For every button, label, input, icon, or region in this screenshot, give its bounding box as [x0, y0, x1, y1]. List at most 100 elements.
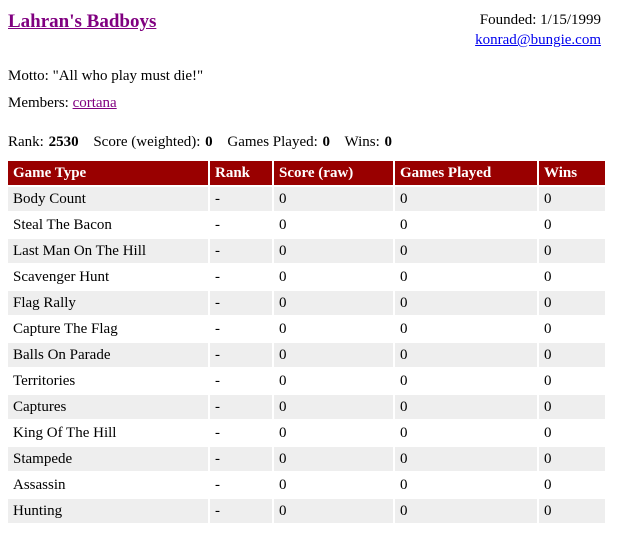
table-row: Territories - 0 0 0 [8, 368, 605, 395]
cell-games-played: 0 [394, 212, 539, 239]
cell-wins: 0 [538, 368, 605, 395]
cell-games-played: 0 [394, 264, 539, 291]
stat-value: 0 [384, 134, 393, 150]
cell-game-type: Steal The Bacon [8, 212, 210, 239]
column-header-games-played: Games Played [394, 161, 539, 187]
cell-rank: - [209, 420, 274, 447]
cell-game-type: Assassin [8, 472, 210, 499]
cell-game-type: Capture The Flag [8, 316, 210, 343]
cell-wins: 0 [538, 238, 605, 265]
cell-rank: - [209, 472, 274, 499]
table-row: Body Count - 0 0 0 [8, 186, 605, 213]
cell-game-type: Balls On Parade [8, 342, 210, 369]
member-link-cortana[interactable]: cortana [72, 95, 117, 111]
table-row: Steal The Bacon - 0 0 0 [8, 212, 605, 239]
cell-rank: - [209, 342, 274, 369]
page-header: Lahran's Badboys Founded: 1/15/1999 konr… [8, 8, 609, 50]
contact-email-link[interactable]: konrad@bungie.com [475, 32, 601, 48]
column-header-game-type: Game Type [8, 161, 210, 187]
table-row: Stampede - 0 0 0 [8, 446, 605, 473]
cell-score-raw: 0 [273, 238, 395, 265]
founded-date: Founded: 1/15/1999 [479, 12, 601, 28]
table-row: Balls On Parade - 0 0 0 [8, 342, 605, 369]
table-row: Assassin - 0 0 0 [8, 472, 605, 499]
cell-game-type: Last Man On The Hill [8, 238, 210, 265]
clan-title-link[interactable]: Lahran's Badboys [8, 11, 157, 32]
cell-games-played: 0 [394, 368, 539, 395]
column-header-wins: Wins [538, 161, 605, 187]
cell-score-raw: 0 [273, 368, 395, 395]
members-label: Members: [8, 95, 69, 111]
cell-rank: - [209, 316, 274, 343]
clan-stats-line: Rank: 2530 Score (weighted): 0 Games Pla… [8, 134, 609, 151]
table-row: Captures - 0 0 0 [8, 394, 605, 421]
cell-games-played: 0 [394, 290, 539, 317]
cell-rank: - [209, 238, 274, 265]
cell-rank: - [209, 264, 274, 291]
cell-wins: 0 [538, 186, 605, 213]
cell-wins: 0 [538, 316, 605, 343]
motto-label: Motto: [8, 68, 49, 84]
cell-rank: - [209, 368, 274, 395]
table-row: Capture The Flag - 0 0 0 [8, 316, 605, 343]
cell-game-type: Territories [8, 368, 210, 395]
cell-rank: - [209, 394, 274, 421]
cell-games-played: 0 [394, 316, 539, 343]
cell-games-played: 0 [394, 342, 539, 369]
cell-games-played: 0 [394, 394, 539, 421]
cell-game-type: Stampede [8, 446, 210, 473]
cell-score-raw: 0 [273, 446, 395, 473]
stat-label: Wins: [344, 134, 380, 150]
cell-rank: - [209, 212, 274, 239]
stat-value: 0 [205, 134, 213, 150]
cell-wins: 0 [538, 446, 605, 473]
cell-score-raw: 0 [273, 290, 395, 317]
cell-wins: 0 [538, 290, 605, 317]
cell-score-raw: 0 [273, 420, 395, 447]
cell-wins: 0 [538, 420, 605, 447]
motto-line: Motto: "All who play must die!" [8, 68, 609, 85]
cell-score-raw: 0 [273, 316, 395, 343]
stat-value: 2530 [48, 134, 79, 150]
stat-value: 0 [322, 134, 331, 150]
stat-label: Rank: [8, 134, 44, 150]
cell-score-raw: 0 [273, 472, 395, 499]
stat-label: Games Played: [227, 134, 318, 150]
founded-block: Founded: 1/15/1999 konrad@bungie.com [475, 8, 609, 50]
stat-label: Score (weighted): [93, 134, 201, 150]
cell-games-played: 0 [394, 446, 539, 473]
cell-wins: 0 [538, 264, 605, 291]
clan-stat: Games Played: 0 [227, 134, 330, 150]
column-header-rank: Rank [209, 161, 274, 187]
cell-score-raw: 0 [273, 186, 395, 213]
table-row: Hunting - 0 0 0 [8, 498, 605, 525]
table-row: Last Man On The Hill - 0 0 0 [8, 238, 605, 265]
cell-game-type: Hunting [8, 498, 210, 525]
cell-games-played: 0 [394, 238, 539, 265]
table-header-row: Game Type Rank Score (raw) Games Played … [8, 161, 605, 187]
cell-games-played: 0 [394, 498, 539, 525]
cell-rank: - [209, 186, 274, 213]
cell-wins: 0 [538, 498, 605, 525]
cell-games-played: 0 [394, 420, 539, 447]
members-line: Members: cortana [8, 95, 609, 112]
table-row: King Of The Hill - 0 0 0 [8, 420, 605, 447]
cell-game-type: Flag Rally [8, 290, 210, 317]
cell-game-type: Captures [8, 394, 210, 421]
cell-rank: - [209, 290, 274, 317]
cell-game-type: King Of The Hill [8, 420, 210, 447]
cell-wins: 0 [538, 472, 605, 499]
cell-games-played: 0 [394, 472, 539, 499]
cell-wins: 0 [538, 394, 605, 421]
table-row: Scavenger Hunt - 0 0 0 [8, 264, 605, 291]
cell-wins: 0 [538, 212, 605, 239]
cell-games-played: 0 [394, 186, 539, 213]
clan-stat: Wins: 0 [345, 134, 392, 150]
cell-score-raw: 0 [273, 342, 395, 369]
clan-stat: Score (weighted): 0 [93, 134, 212, 150]
cell-score-raw: 0 [273, 394, 395, 421]
motto-text: "All who play must die!" [52, 68, 204, 84]
game-stats-table: Game Type Rank Score (raw) Games Played … [8, 161, 605, 525]
cell-game-type: Body Count [8, 186, 210, 213]
column-header-score-raw: Score (raw) [273, 161, 395, 187]
